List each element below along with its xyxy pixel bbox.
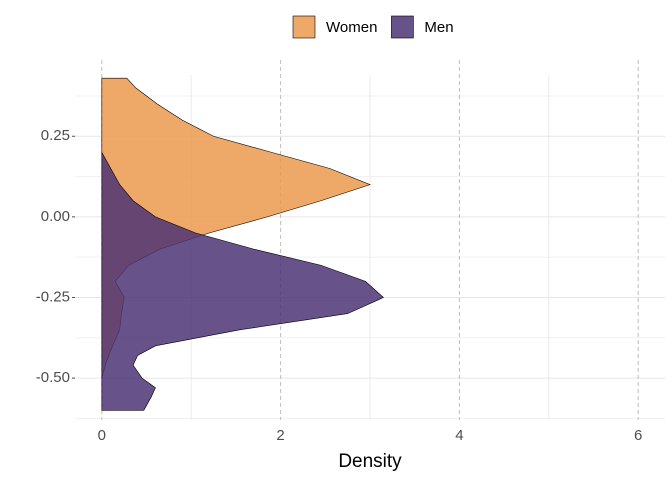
x-tick-label: 0 — [98, 427, 106, 444]
y-tick-label: -0.25 — [36, 288, 70, 305]
legend-swatch — [292, 15, 316, 39]
x-tick-label: 6 — [634, 427, 642, 444]
y-tick-label: 0.25 — [41, 127, 70, 144]
y-tick-label: -0.50 — [36, 369, 70, 386]
y-tick-label: 0.00 — [41, 208, 70, 225]
legend-label: Women — [326, 19, 377, 36]
legend-swatch — [391, 15, 414, 39]
density-area — [101, 151, 384, 411]
x-tick-label: 2 — [276, 427, 284, 444]
x-tick-label: 4 — [455, 427, 463, 444]
x-axis-label: Density — [338, 451, 402, 472]
legend-label: Men — [424, 19, 453, 36]
